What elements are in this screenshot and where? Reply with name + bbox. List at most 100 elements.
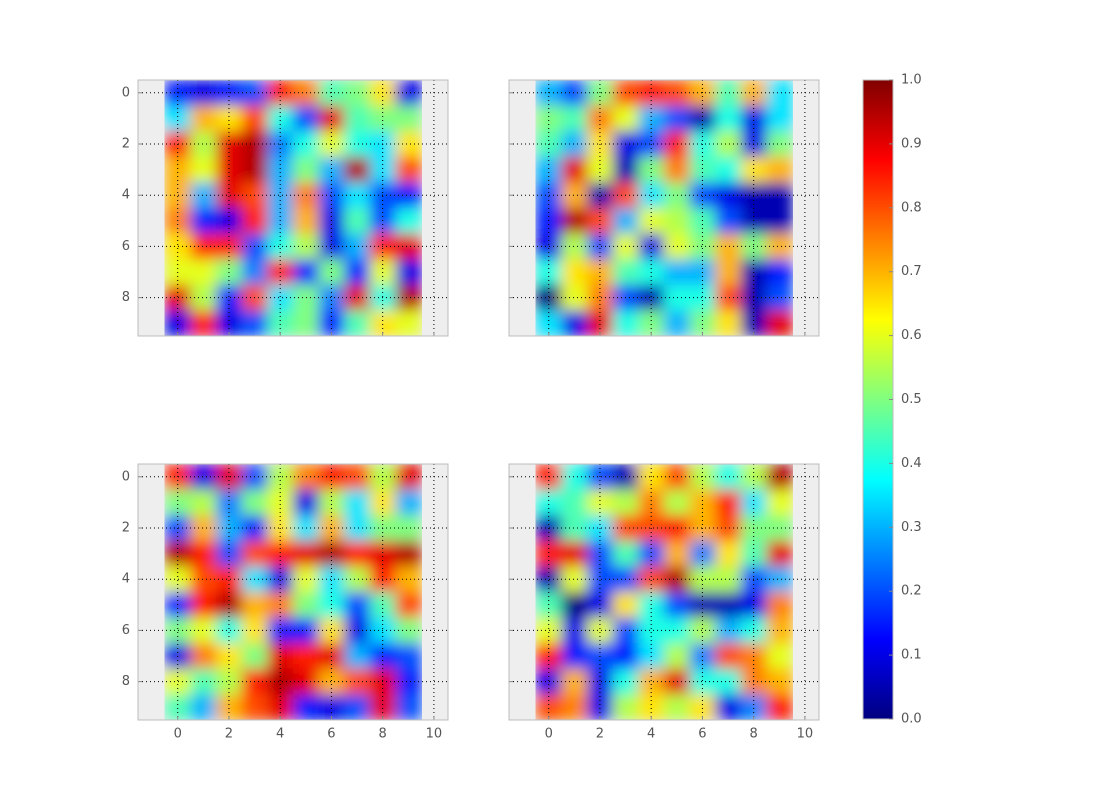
heatmap-cell <box>216 284 243 311</box>
heatmap-cell <box>561 208 588 235</box>
heatmap-cell <box>766 80 793 107</box>
heatmap-cell <box>164 592 192 619</box>
x-tick-label: 4 <box>647 727 655 742</box>
heatmap-cell <box>612 540 639 567</box>
heatmap-cell <box>241 592 268 619</box>
heatmap-cell <box>535 464 563 491</box>
heatmap-cell <box>241 156 268 183</box>
heatmap-cell <box>293 540 320 567</box>
y-tick-label: 4 <box>122 188 130 203</box>
heatmap-cell <box>561 156 588 183</box>
colorbar-tick-label: 0.6 <box>901 328 922 343</box>
heatmap-cell <box>241 105 268 132</box>
heatmap-cell <box>638 156 665 183</box>
heatmap-cell <box>715 592 742 619</box>
heatmap-cell <box>164 489 192 516</box>
heatmap-cell <box>344 643 371 670</box>
heatmap-cell <box>587 105 614 132</box>
heatmap-cell <box>638 80 665 107</box>
heatmap-cell <box>318 592 345 619</box>
axes-frame <box>137 463 449 721</box>
heatmap-cell <box>164 464 192 491</box>
heatmap-cell <box>740 540 767 567</box>
heatmap-cell <box>638 208 665 235</box>
heatmap-cell <box>766 233 793 260</box>
heatmap-cell <box>664 259 691 286</box>
heatmap-cell <box>190 310 217 337</box>
heatmap-cell <box>293 694 320 721</box>
heatmap-cell <box>561 592 588 619</box>
heatmap-cell <box>293 592 320 619</box>
heatmap-cell <box>293 489 320 516</box>
heatmap-cell <box>293 310 320 337</box>
heatmap-cell <box>664 105 691 132</box>
heatmap-cell <box>190 592 217 619</box>
heatmap-cell <box>395 694 422 721</box>
heatmap-cell <box>267 208 294 235</box>
y-tick-label: 4 <box>122 572 130 587</box>
heatmap-cell <box>535 156 563 183</box>
heatmap-cell <box>587 617 614 644</box>
heatmap-cell <box>587 668 614 695</box>
heatmap-cell <box>535 489 563 516</box>
heatmap-cell <box>535 540 563 567</box>
y-tick-label: 2 <box>122 137 130 152</box>
heatmap-cell <box>766 310 793 337</box>
heatmap-cell <box>293 156 320 183</box>
heatmap-cell <box>369 105 396 132</box>
heatmap-cell <box>535 80 563 107</box>
heatmap-cell <box>638 105 665 132</box>
heatmap-cell <box>216 156 243 183</box>
colorbar-tick-label: 0.1 <box>901 648 922 663</box>
heatmap-cell <box>664 156 691 183</box>
heatmap-cell <box>395 464 422 491</box>
heatmap-cell <box>740 208 767 235</box>
heatmap-cell <box>241 643 268 670</box>
heatmap-cell <box>740 105 767 132</box>
heatmap-cell <box>267 617 294 644</box>
heatmap-cell <box>638 464 665 491</box>
y-tick-label: 8 <box>122 674 130 689</box>
heatmap-cell <box>587 156 614 183</box>
heatmap-cell <box>293 208 320 235</box>
x-tick-label: 6 <box>327 727 335 742</box>
y-tick-label: 2 <box>122 521 130 536</box>
heatmap-cell <box>740 592 767 619</box>
colorbar-tick-label: 0.4 <box>901 456 922 471</box>
colorbar <box>862 79 894 720</box>
heatmap-cell <box>344 105 371 132</box>
heatmap-cell <box>344 310 371 337</box>
heatmap-cell <box>395 592 422 619</box>
heatmap-cell <box>190 540 217 567</box>
heatmap-cell <box>241 540 268 567</box>
heatmap-cell <box>766 259 793 286</box>
heatmap-cell <box>164 233 192 260</box>
heatmap-cell <box>395 540 422 567</box>
heatmap-cell <box>164 617 192 644</box>
heatmap-cell <box>561 489 588 516</box>
heatmap-cell <box>344 540 371 567</box>
heatmap-cell <box>535 105 563 132</box>
heatmap-cell <box>190 259 217 286</box>
heatmap-cell <box>369 592 396 619</box>
x-tick-label: 0 <box>545 727 553 742</box>
heatmap-cell <box>293 643 320 670</box>
heatmap-cell <box>638 592 665 619</box>
heatmap-cell <box>190 643 217 670</box>
heatmap-cell <box>395 131 422 158</box>
heatmap-cell <box>766 592 793 619</box>
heatmap-cell <box>612 489 639 516</box>
heatmap-cell <box>664 540 691 567</box>
heatmap-cell <box>241 208 268 235</box>
x-tick-label: 2 <box>225 727 233 742</box>
heatmap-cell <box>664 489 691 516</box>
heatmap-cell <box>638 284 665 311</box>
heatmap-cell <box>344 259 371 286</box>
heatmap-cell <box>369 208 396 235</box>
heatmap-cell <box>216 105 243 132</box>
heatmap-cell <box>766 668 793 695</box>
x-tick-label: 2 <box>596 727 604 742</box>
x-tick-label: 6 <box>698 727 706 742</box>
colorbar-tick-label: 0.7 <box>901 264 922 279</box>
x-tick-label: 8 <box>379 727 387 742</box>
